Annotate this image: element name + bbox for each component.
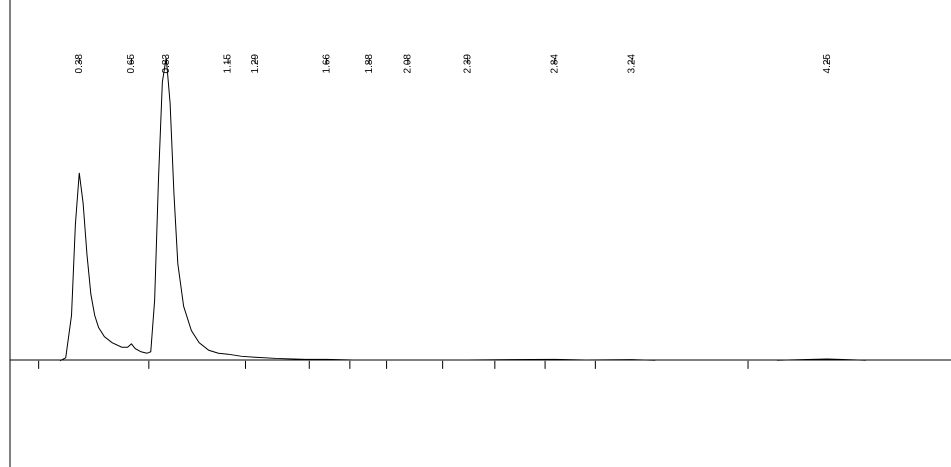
peak-label: 2.84 — [549, 54, 560, 74]
signal-trace — [59, 57, 866, 362]
peak-label: 1.88 — [364, 54, 375, 74]
peak-label: 3.24 — [627, 54, 638, 74]
peak-label: 0.65 — [126, 54, 137, 74]
peak-label: 2.08 — [402, 54, 413, 74]
peak-label: 2.39 — [462, 54, 473, 74]
peak-label: 0.38 — [74, 54, 85, 74]
peak-label: 4.25 — [822, 54, 833, 74]
peak-label: 1.29 — [250, 54, 261, 74]
peak-label: 1.15 — [223, 54, 234, 74]
peak-label: 1.66 — [321, 54, 332, 74]
